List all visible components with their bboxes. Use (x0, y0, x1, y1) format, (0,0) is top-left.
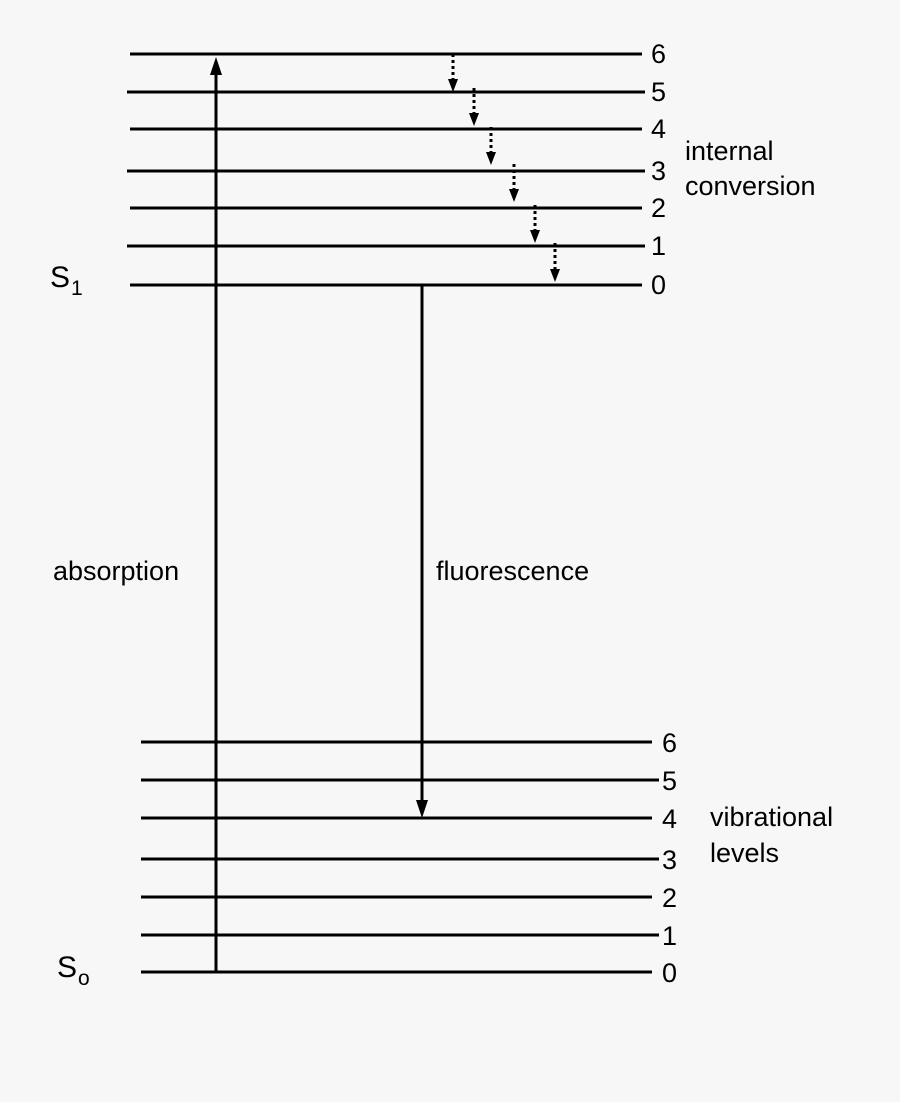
ground-level-numbers: 6 5 4 3 2 1 0 (662, 728, 677, 988)
s0-level-number: 2 (662, 883, 677, 913)
state-subscript: 1 (71, 277, 83, 300)
internal-conversion-label: conversion (685, 171, 816, 201)
fluorescence-label: fluorescence (436, 556, 589, 586)
s0-level-number: 4 (662, 804, 677, 834)
s1-level-number: 2 (651, 193, 666, 223)
state-subscript: o (78, 967, 90, 990)
arrowhead-icon (448, 79, 458, 92)
excited-state-levels (127, 52, 645, 287)
arrowhead-icon (469, 113, 479, 126)
s0-level-number: 1 (662, 921, 677, 951)
s0-level-number: 3 (662, 845, 677, 875)
absorption-arrow (210, 57, 222, 972)
s0-level-number: 6 (662, 728, 677, 758)
internal-conversion-arrowheads (448, 79, 560, 282)
s0-level-number: 0 (662, 958, 677, 988)
s1-level-number: 3 (651, 156, 666, 186)
s1-level-number: 5 (651, 77, 666, 107)
arrowhead-icon (530, 230, 540, 243)
state-label-s0: So (57, 951, 90, 990)
s0-level-number: 5 (662, 766, 677, 796)
excited-level-numbers: 6 5 4 3 2 1 0 (651, 39, 666, 300)
arrowhead-icon (210, 57, 222, 75)
s1-level-number: 0 (651, 270, 666, 300)
internal-conversion-label: internal (685, 136, 774, 166)
absorption-label: absorption (53, 556, 179, 586)
fluorescence-arrow (416, 284, 428, 818)
arrowhead-icon (550, 269, 560, 282)
vibrational-levels-label: vibrational (710, 802, 833, 832)
internal-conversion-arrows (451, 54, 557, 270)
s1-level-number: 1 (651, 231, 666, 261)
ground-state-levels (141, 740, 659, 974)
vibrational-levels-label: levels (710, 838, 779, 868)
arrowhead-icon (486, 152, 496, 165)
arrowhead-icon (416, 800, 428, 818)
s1-level-number: 6 (651, 39, 666, 69)
state-label-s1: S1 (50, 261, 83, 300)
s1-level-number: 4 (651, 114, 666, 144)
arrowhead-icon (509, 189, 519, 202)
